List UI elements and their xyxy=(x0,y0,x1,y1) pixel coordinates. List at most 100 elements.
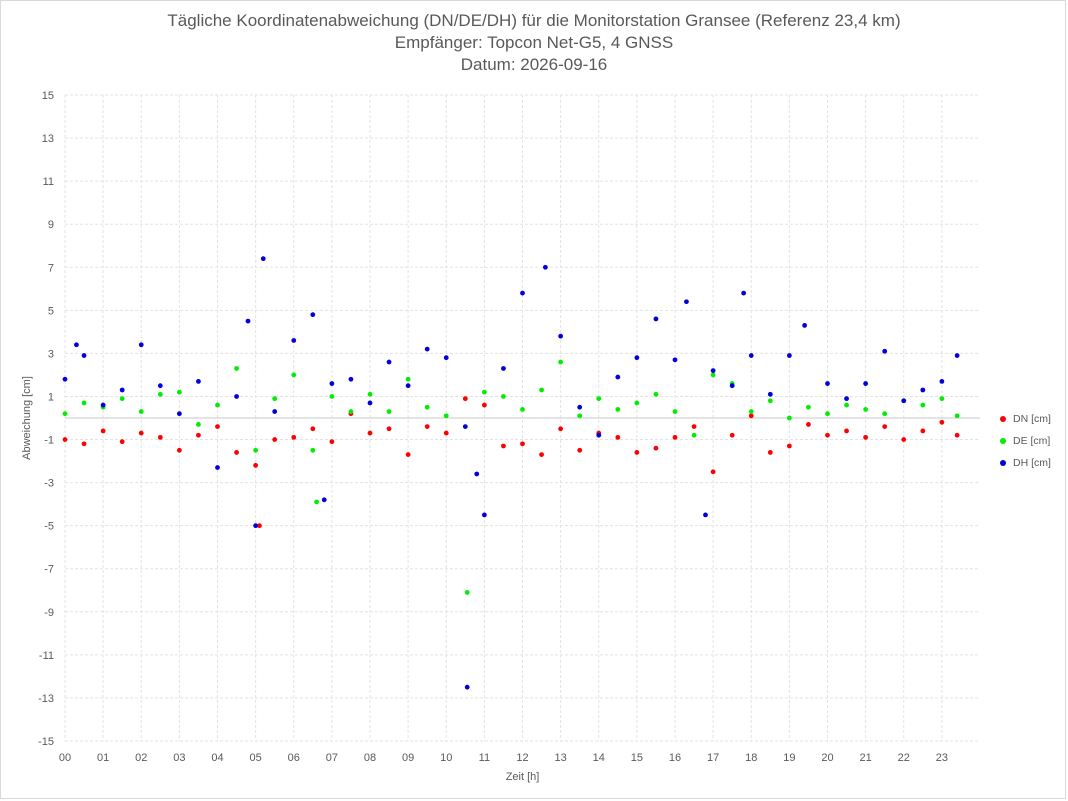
x-tick-label: 10 xyxy=(440,752,452,764)
x-tick-label: 17 xyxy=(707,752,719,764)
data-point-series-1 xyxy=(786,415,792,421)
y-tick-label: -13 xyxy=(38,693,54,705)
y-tick-label: 1 xyxy=(48,391,54,403)
x-tick-label: 04 xyxy=(211,752,223,764)
y-tick-label: -7 xyxy=(44,564,54,576)
data-point-series-2 xyxy=(462,424,468,430)
data-point-series-1 xyxy=(481,389,487,395)
data-point-series-2 xyxy=(81,353,87,358)
data-point-series-0 xyxy=(653,445,659,451)
data-point-series-0 xyxy=(672,434,678,440)
data-point-series-1 xyxy=(748,409,754,414)
data-point-series-2 xyxy=(119,387,125,393)
data-point-series-2 xyxy=(321,497,327,503)
data-point-series-2 xyxy=(825,381,830,386)
data-point-series-0 xyxy=(748,413,754,419)
x-tick-label: 16 xyxy=(669,752,681,764)
data-point-series-1 xyxy=(464,590,470,595)
x-tick-label: 02 xyxy=(135,752,147,764)
data-point-series-2 xyxy=(157,383,163,389)
data-points xyxy=(62,256,960,690)
data-point-series-1 xyxy=(367,391,373,397)
data-point-series-1 xyxy=(882,411,888,417)
y-tick-label: -15 xyxy=(38,736,54,748)
data-point-series-2 xyxy=(596,432,602,438)
data-point-series-2 xyxy=(367,400,373,406)
y-tick-label: 15 xyxy=(42,90,54,102)
data-point-series-1 xyxy=(157,391,163,397)
data-point-series-2 xyxy=(481,512,487,518)
data-point-series-2 xyxy=(329,381,335,386)
x-tick-label: 19 xyxy=(783,752,795,764)
data-point-series-0 xyxy=(291,434,297,440)
data-point-series-1 xyxy=(939,396,945,402)
x-tick-label: 14 xyxy=(593,752,605,764)
x-tick-label: 01 xyxy=(97,752,109,764)
data-point-series-2 xyxy=(844,396,849,402)
data-point-series-2 xyxy=(653,316,659,322)
x-tick-label: 03 xyxy=(173,752,185,764)
data-point-series-1 xyxy=(653,391,659,397)
legend-item-dn: DN [cm] xyxy=(1000,408,1051,430)
data-point-series-2 xyxy=(176,411,182,417)
data-point-series-1 xyxy=(215,402,220,408)
data-point-series-1 xyxy=(920,402,926,408)
data-point-series-0 xyxy=(615,434,621,440)
data-point-series-1 xyxy=(253,447,259,453)
data-point-series-2 xyxy=(520,290,525,296)
data-point-series-1 xyxy=(443,413,449,419)
y-axis-title: Abweichung [cm] xyxy=(21,376,33,460)
x-tick-label: 12 xyxy=(516,752,528,764)
data-point-series-1 xyxy=(558,359,564,365)
data-point-series-0 xyxy=(481,402,487,408)
y-tick-label: 11 xyxy=(43,176,54,188)
data-point-series-0 xyxy=(729,432,735,438)
legend-label-dn: DN [cm] xyxy=(1013,413,1051,425)
x-tick-label: 00 xyxy=(59,752,71,764)
y-tick-label: 13 xyxy=(42,133,54,145)
data-point-series-2 xyxy=(196,378,201,384)
data-point-series-0 xyxy=(272,437,278,442)
data-point-series-1 xyxy=(386,409,392,414)
data-point-series-2 xyxy=(138,342,144,348)
legend-item-de: DE [cm] xyxy=(1000,430,1051,452)
data-point-series-2 xyxy=(741,290,747,296)
data-point-series-1 xyxy=(501,394,506,399)
data-point-series-2 xyxy=(882,348,888,354)
data-point-series-1 xyxy=(539,387,544,393)
data-point-series-2 xyxy=(729,383,735,389)
data-point-series-2 xyxy=(501,366,506,371)
x-tick-label: 18 xyxy=(745,752,757,764)
data-point-series-2 xyxy=(542,264,548,270)
legend-marker-de xyxy=(1000,438,1006,444)
chart-subtitle-date: Datum: 2026-09-16 xyxy=(460,55,608,74)
data-point-series-1 xyxy=(196,422,201,427)
y-tick-label: 3 xyxy=(48,348,54,360)
y-tick-label: -11 xyxy=(39,650,54,662)
data-point-series-2 xyxy=(767,391,773,397)
data-point-series-2 xyxy=(310,312,316,318)
data-point-series-2 xyxy=(260,256,266,262)
chart-subtitle-receiver: Empfänger: Topcon Net-G5, 4 GNSS xyxy=(394,33,674,52)
data-point-series-1 xyxy=(310,447,316,453)
data-point-series-0 xyxy=(806,422,811,427)
data-point-series-0 xyxy=(539,452,544,458)
x-tick-label: 05 xyxy=(250,752,262,764)
data-point-series-2 xyxy=(464,684,470,690)
data-point-series-0 xyxy=(310,426,316,432)
data-point-series-1 xyxy=(272,396,278,402)
data-point-series-0 xyxy=(329,439,335,445)
data-point-series-2 xyxy=(672,357,678,363)
data-point-series-2 xyxy=(443,355,449,361)
x-tick-label: 11 xyxy=(479,752,490,764)
data-point-series-2 xyxy=(291,338,297,343)
data-point-series-2 xyxy=(386,359,392,365)
y-tick-label: 5 xyxy=(48,305,54,317)
data-point-series-2 xyxy=(615,374,621,380)
data-point-series-1 xyxy=(119,396,125,402)
data-point-series-2 xyxy=(634,355,640,361)
y-axis-ticks: 15 13 11 9 7 5 3 1 -1 -3 -5 -7 -9 -11 -13 -15 xyxy=(38,90,54,748)
data-point-series-1 xyxy=(806,404,811,410)
